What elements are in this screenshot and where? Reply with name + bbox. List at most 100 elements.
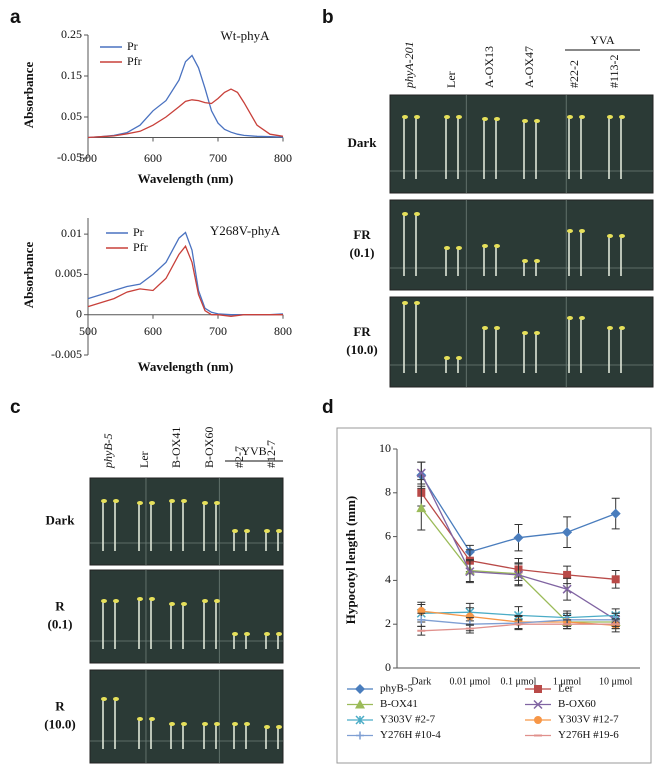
y-tick-label: 6: [385, 528, 391, 542]
marker: [513, 570, 524, 580]
chart-title: Y268V-phyA: [210, 223, 281, 238]
cotyledon: [276, 632, 282, 636]
x-tick-label: 700: [209, 151, 227, 165]
marker: [416, 468, 426, 478]
legend-label: Y276H #10-4: [380, 729, 441, 741]
y-tick-label: -0.005: [51, 347, 82, 361]
legend-label: B-OX60: [558, 698, 596, 710]
row-label: FR: [353, 227, 371, 242]
legend-label: Pr: [133, 225, 144, 239]
x-tick-label: 500: [79, 151, 97, 165]
cotyledon: [456, 115, 462, 119]
x-tick-label: 0.01 μmol: [449, 676, 490, 687]
x-tick-label: 500: [79, 324, 97, 338]
x-tick-label: 700: [209, 324, 227, 338]
seedling-photo: [389, 94, 654, 194]
marker: [611, 575, 620, 584]
y-axis-title: Absorbance: [21, 242, 36, 309]
legend-marker: [355, 684, 365, 694]
row-label: (10.0): [346, 342, 377, 357]
seedling-photo: [389, 199, 654, 291]
cotyledon: [214, 501, 220, 505]
column-label: Ler: [137, 451, 151, 468]
cotyledon: [494, 117, 500, 121]
cotyledon: [232, 722, 238, 726]
column-label: #2-7: [232, 446, 246, 468]
cotyledon: [169, 499, 175, 503]
y-tick-label: 2: [385, 616, 391, 630]
row-label: FR: [353, 324, 371, 339]
cotyledon: [214, 722, 220, 726]
marker: [465, 612, 474, 621]
row-label: (0.1): [350, 245, 375, 260]
cotyledon: [149, 717, 155, 721]
cotyledon: [264, 725, 270, 729]
marker: [562, 527, 573, 538]
y-axis-title: Absorbance: [21, 62, 36, 129]
chart-title: Wt-phyA: [220, 28, 270, 43]
cotyledon: [534, 259, 540, 263]
cotyledon: [579, 229, 585, 233]
seedling-photo: [89, 477, 284, 566]
cotyledon: [244, 529, 250, 533]
marker: [513, 532, 524, 543]
seedling-photo: [89, 569, 284, 664]
cotyledon: [101, 599, 107, 603]
cotyledon: [276, 529, 282, 533]
row-label: R: [55, 598, 65, 613]
cotyledon: [113, 499, 119, 503]
cotyledon: [402, 301, 408, 305]
cotyledon: [101, 499, 107, 503]
y-tick-label: 0.005: [55, 266, 82, 280]
cotyledon: [607, 115, 613, 119]
marker: [610, 508, 621, 519]
cotyledon: [202, 722, 208, 726]
group-label: YVB: [241, 444, 266, 458]
cotyledon: [534, 331, 540, 335]
x-tick-label: 600: [144, 324, 162, 338]
marker: [417, 615, 426, 624]
cotyledon: [149, 597, 155, 601]
y-tick-label: 0.25: [61, 27, 82, 41]
panel-letter: c: [10, 397, 21, 418]
legend-label: Y276H #19-6: [558, 729, 619, 741]
cotyledon: [456, 356, 462, 360]
legend-label: Y303V #2-7: [380, 714, 436, 726]
legend-label: Pr: [127, 39, 138, 53]
cotyledon: [276, 725, 282, 729]
marker: [562, 584, 572, 594]
cotyledon: [482, 117, 488, 121]
seedling-photo: [389, 296, 654, 388]
column-label: phyA-201: [402, 41, 416, 89]
column-label: phyB-5: [101, 433, 115, 469]
x-axis-title: Wavelength (nm): [138, 359, 234, 374]
y-tick-label: 0.05: [61, 109, 82, 123]
cotyledon: [444, 115, 450, 119]
y-tick-label: 8: [385, 485, 391, 499]
legend-marker: [355, 715, 365, 725]
cotyledon: [607, 326, 613, 330]
y-tick-label: 0.01: [61, 226, 82, 240]
x-tick-label: 800: [274, 151, 292, 165]
column-label: B-OX60: [202, 427, 216, 468]
legend-label: Pfr: [127, 54, 142, 68]
cotyledon: [482, 326, 488, 330]
cotyledon: [456, 246, 462, 250]
cotyledon: [579, 115, 585, 119]
group-label: YVA: [590, 33, 615, 47]
x-axis-title: Wavelength (nm): [138, 171, 234, 186]
x-tick-label: 800: [274, 324, 292, 338]
cotyledon: [244, 722, 250, 726]
spectrum-line: [87, 54, 284, 139]
cotyledon: [402, 212, 408, 216]
cotyledon: [181, 499, 187, 503]
cotyledon: [264, 632, 270, 636]
legend-marker: [533, 699, 543, 710]
cotyledon: [244, 632, 250, 636]
marker: [465, 567, 475, 577]
marker: [416, 503, 427, 513]
cotyledon: [232, 529, 238, 533]
legend-label: B-OX41: [380, 698, 418, 710]
cotyledon: [137, 597, 143, 601]
